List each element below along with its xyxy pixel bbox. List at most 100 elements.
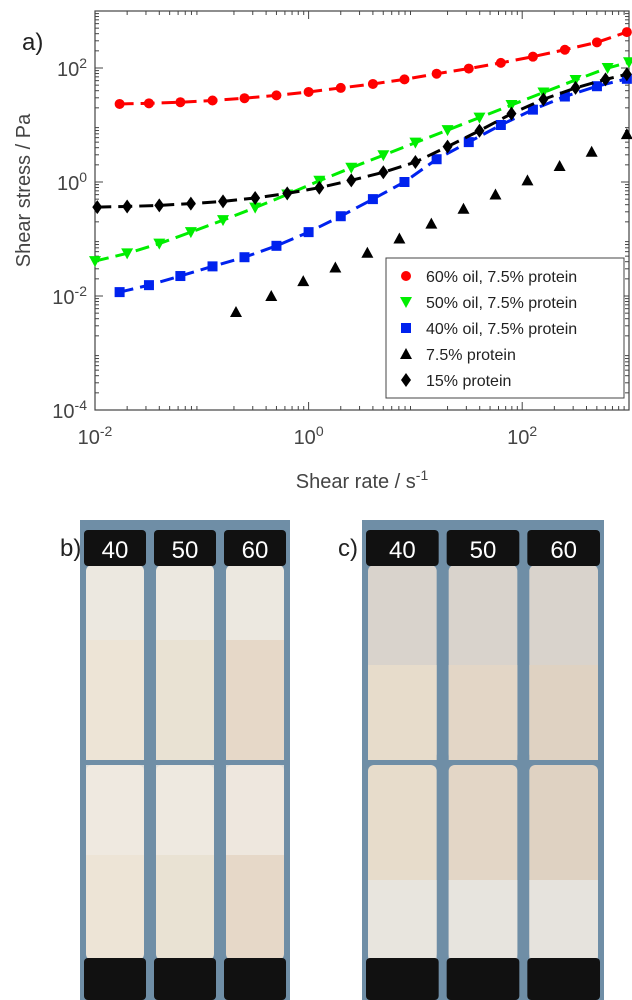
marker: [399, 177, 410, 187]
x-tick-label: 100: [294, 423, 324, 449]
panel-label: c): [338, 535, 358, 562]
vial-liquid: [529, 665, 598, 760]
marker: [377, 150, 390, 162]
cap: [84, 530, 146, 566]
panel-label: b): [60, 535, 81, 562]
cap: [366, 530, 439, 566]
marker: [623, 57, 632, 69]
marker: [495, 57, 506, 68]
marker: [431, 154, 442, 165]
marker: [506, 106, 517, 121]
vial-headspace: [226, 765, 284, 855]
marker: [184, 227, 197, 239]
marker: [621, 27, 632, 38]
x-tick-label: 10-2: [78, 423, 113, 449]
marker: [121, 248, 134, 260]
marker: [527, 104, 538, 115]
marker: [250, 190, 261, 205]
marker: [585, 145, 598, 157]
cap: [224, 530, 286, 566]
y-axis-label: Shear stress / Pa: [13, 113, 35, 267]
marker: [229, 305, 242, 317]
marker: [495, 120, 506, 130]
cap: [224, 958, 286, 1000]
cap: [446, 530, 520, 566]
vial-label: 40: [389, 537, 416, 564]
marker: [559, 91, 570, 102]
marker: [367, 78, 378, 89]
legend-label: 7.5% protein: [426, 347, 516, 364]
marker: [335, 82, 346, 93]
marker: [441, 125, 454, 137]
marker: [218, 194, 229, 209]
marker: [239, 252, 250, 263]
legend-box: [385, 257, 625, 399]
marker: [425, 217, 438, 229]
marker: [600, 72, 611, 87]
marker: [463, 137, 474, 148]
marker: [457, 202, 470, 214]
marker: [282, 186, 293, 201]
y-tick-label: 10-4: [52, 397, 87, 423]
marker: [207, 261, 218, 272]
marker: [153, 238, 166, 250]
vial-liquid: [448, 665, 518, 760]
vial-label: 60: [550, 537, 577, 564]
marker: [361, 246, 374, 258]
marker: [175, 97, 186, 108]
marker: [401, 323, 411, 333]
fit-line: [97, 72, 628, 209]
y-tick-label: 10-2: [52, 283, 87, 309]
marker: [620, 128, 632, 140]
marker: [409, 137, 422, 149]
marker: [400, 297, 412, 308]
marker: [569, 74, 582, 86]
marker: [92, 200, 103, 215]
marker: [378, 165, 389, 180]
vial-label: 50: [470, 537, 497, 564]
marker: [185, 196, 196, 211]
marker: [154, 198, 165, 213]
marker: [442, 139, 453, 154]
legend-label: 40% oil, 7.5% protein: [426, 321, 577, 338]
marker: [401, 271, 411, 281]
marker: [538, 92, 549, 107]
marker: [505, 100, 518, 112]
legend-label: 50% oil, 7.5% protein: [426, 295, 577, 312]
vial-label: 40: [102, 537, 129, 564]
legend-label: 15% protein: [426, 373, 511, 390]
marker: [399, 74, 410, 85]
vial-headspace: [368, 880, 437, 960]
panel-label: a): [22, 29, 43, 56]
marker: [521, 174, 534, 186]
marker: [271, 240, 282, 251]
vial-liquid: [86, 640, 144, 760]
marker: [303, 227, 314, 238]
marker: [122, 199, 133, 214]
marker: [114, 287, 125, 298]
marker: [400, 348, 412, 359]
marker: [489, 188, 502, 200]
marker: [474, 123, 485, 138]
cap: [527, 530, 600, 566]
marker: [175, 271, 186, 282]
marker: [265, 290, 278, 301]
marker: [303, 86, 314, 97]
cap: [527, 958, 600, 1000]
x-axis-label: Shear rate / s-1: [296, 467, 429, 493]
marker: [463, 63, 474, 74]
marker: [570, 80, 581, 95]
cap: [366, 958, 439, 1000]
marker: [410, 155, 421, 170]
vial-liquid: [226, 640, 284, 760]
fit-line: [119, 30, 628, 106]
marker: [297, 275, 310, 287]
vial-headspace: [86, 765, 144, 855]
vial-liquid: [156, 640, 214, 760]
y-tick-label: 102: [57, 55, 87, 81]
cap: [154, 958, 216, 1000]
marker: [114, 98, 125, 109]
vial-headspace: [529, 880, 598, 960]
